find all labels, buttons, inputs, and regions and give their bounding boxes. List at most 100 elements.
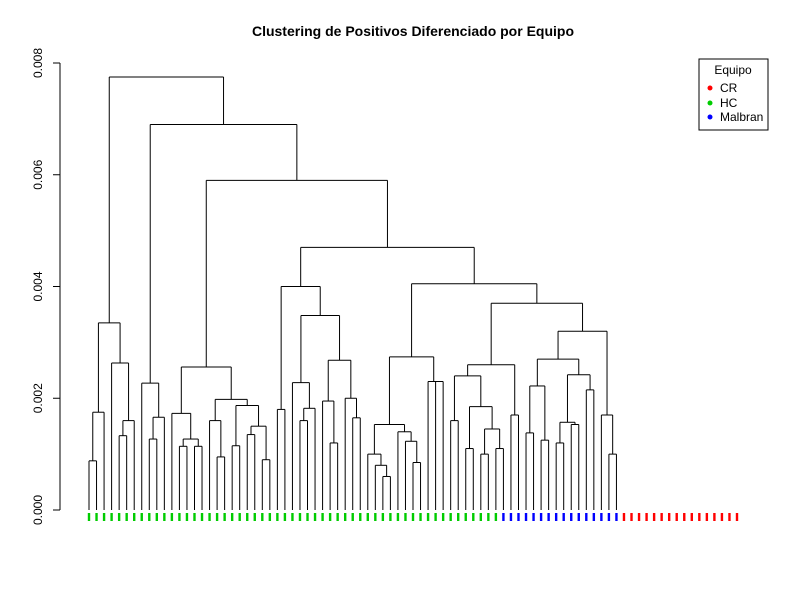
leaf-label [645,513,648,521]
leaf-label [396,513,400,521]
leaf-label [585,513,588,521]
leaf-label [178,513,181,521]
legend-label-malbran: Malbran [720,110,763,124]
leaf-label [532,513,535,521]
leaf-label [117,513,121,521]
leaf-label [200,513,204,521]
leaf-label [268,513,272,521]
leaf-label [336,513,339,521]
leaf-label [328,513,332,521]
leaf-label [148,513,151,521]
leaf-label [622,513,626,521]
legend-marker-cr [707,85,713,91]
legend-marker-malbran [707,114,713,120]
leaf-label [87,513,91,521]
y-tick-label: 0.006 [31,159,45,189]
leaf-label [140,513,143,521]
y-tick-label: 0.004 [31,271,45,301]
y-axis: 0.000 0.002 0.004 0.006 0.008 [31,48,61,525]
leaf-label [419,513,422,521]
leaf-label [343,513,347,521]
leaf-label [283,513,287,521]
leaf-label [193,513,196,521]
leaf-label [735,513,739,521]
leaf-label [155,513,159,521]
leaf-label [637,513,641,521]
leaf-label [577,513,580,521]
leaf-label [457,513,460,521]
leaf-label [411,513,415,521]
leaf-label [366,513,369,521]
y-tick-label: 0.008 [31,48,45,78]
leaf-label [494,513,498,521]
leaf-label [261,513,264,521]
leaf-label [630,513,633,521]
leaf-label [713,513,716,521]
leaf-label [449,513,452,521]
leaf-label [291,513,294,521]
dendrogram-branches [88,76,617,510]
leaf-label [660,513,663,521]
leaf-label [215,513,219,521]
leaf-label [426,513,430,521]
legend-label-cr: CR [720,81,738,95]
leaf-label [539,513,543,521]
leaf-label [351,513,354,521]
chart-title: Clustering de Positivos Diferenciado por… [252,23,574,39]
leaf-label [306,513,309,521]
leaf-label [547,513,550,521]
leaf-label [479,513,483,521]
leaf-label [524,513,528,521]
leaf-label [374,513,377,521]
leaf-label [554,513,558,521]
leaf-label [675,513,678,521]
y-tick-label: 0.002 [31,383,45,413]
leaf-label [298,513,302,521]
leaf-label [163,513,166,521]
leaf-label [170,513,174,521]
legend-label-hc: HC [720,96,738,110]
leaf-label [208,513,211,521]
leaf-label [359,513,362,521]
leaf-label [487,513,490,521]
leaf-label [570,513,573,521]
leaf-label [133,513,136,521]
leaf-label [502,513,505,521]
leaf-label [389,513,392,521]
leaf-label [607,513,611,521]
leaf-label [441,513,445,521]
leaf-label [253,513,256,521]
leaf-label [562,513,565,521]
legend: Equipo CR HC Malbran [698,58,769,131]
leaf-label [313,513,317,521]
leaf-label [720,513,724,521]
leaf-label [652,513,656,521]
leaf-label [321,513,324,521]
y-tick-label: 0.000 [31,495,45,525]
leaf-label [434,513,437,521]
leaf-label [600,513,603,521]
leaf-label [246,513,249,521]
leaf-label [185,513,189,521]
leaf-label [102,513,106,521]
leaf-label [517,513,520,521]
leaf-label [230,513,234,521]
leaf-label [381,513,385,521]
leaf-label [690,513,693,521]
leaf-label [698,513,701,521]
legend-marker-hc [707,100,713,106]
leaf-label [223,513,226,521]
leaf-label [683,513,686,521]
leaf-label [667,513,671,521]
leaf-label [592,513,596,521]
leaf-label [705,513,709,521]
leaf-labels [87,513,739,521]
leaf-label [95,513,98,521]
leaf-label [404,513,407,521]
leaf-label [728,513,731,521]
leaf-label [464,513,467,521]
leaf-label [125,513,128,521]
leaf-label [472,513,475,521]
leaf-label [509,513,513,521]
